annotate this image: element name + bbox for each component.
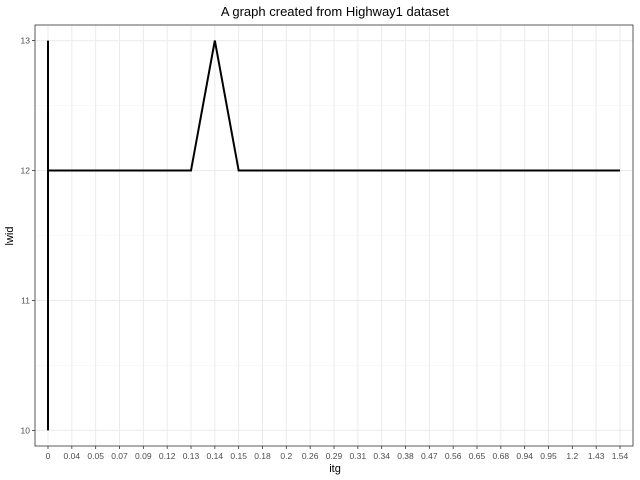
y-axis: 10 11 12 13 — [21, 36, 35, 435]
x-axis-label: itg — [329, 463, 341, 475]
x-tick-label: 0.68 — [493, 451, 510, 461]
chart-title: A graph created from Highway1 dataset — [221, 4, 450, 19]
x-tick-label: 0.09 — [135, 451, 152, 461]
x-axis: 0 0.04 0.05 0.07 0.09 0.12 0.13 0.14 0.15 0.18 0.2… — [46, 446, 629, 461]
y-tick-label: 10 — [21, 425, 31, 435]
x-tick-label: 1.54 — [612, 451, 629, 461]
x-tick-label: 0 — [46, 451, 51, 461]
x-tick-label: 0.95 — [540, 451, 557, 461]
x-tick-label: 1.43 — [588, 451, 605, 461]
y-axis-label: lwid — [4, 227, 16, 246]
x-tick-label: 0.05 — [87, 451, 104, 461]
x-tick-label: 0.15 — [230, 451, 247, 461]
y-tick-label: 11 — [21, 295, 30, 305]
grid — [35, 25, 633, 446]
plot-area — [47, 40, 620, 431]
x-tick-label: 0.04 — [64, 451, 81, 461]
x-tick-label: 0.94 — [516, 451, 533, 461]
y-tick-label: 12 — [21, 166, 31, 176]
x-tick-label: 0.34 — [373, 451, 390, 461]
x-tick-label: 0.18 — [254, 451, 271, 461]
x-tick-label: 0.56 — [445, 451, 462, 461]
x-tick-label: 0.26 — [302, 451, 319, 461]
x-tick-label: 0.38 — [397, 451, 414, 461]
x-tick-label: 0.14 — [207, 451, 224, 461]
x-tick-label: 0.2 — [280, 451, 292, 461]
x-tick-label: 0.31 — [350, 451, 367, 461]
series-line — [47, 40, 620, 431]
x-tick-label: 1.2 — [566, 451, 578, 461]
x-tick-label: 0.65 — [469, 451, 486, 461]
x-tick-label: 0.12 — [159, 451, 176, 461]
x-tick-label: 0.47 — [421, 451, 438, 461]
y-tick-label: 13 — [21, 36, 31, 46]
x-tick-label: 0.29 — [326, 451, 343, 461]
x-tick-label: 0.13 — [183, 451, 200, 461]
x-tick-label: 0.07 — [111, 451, 128, 461]
